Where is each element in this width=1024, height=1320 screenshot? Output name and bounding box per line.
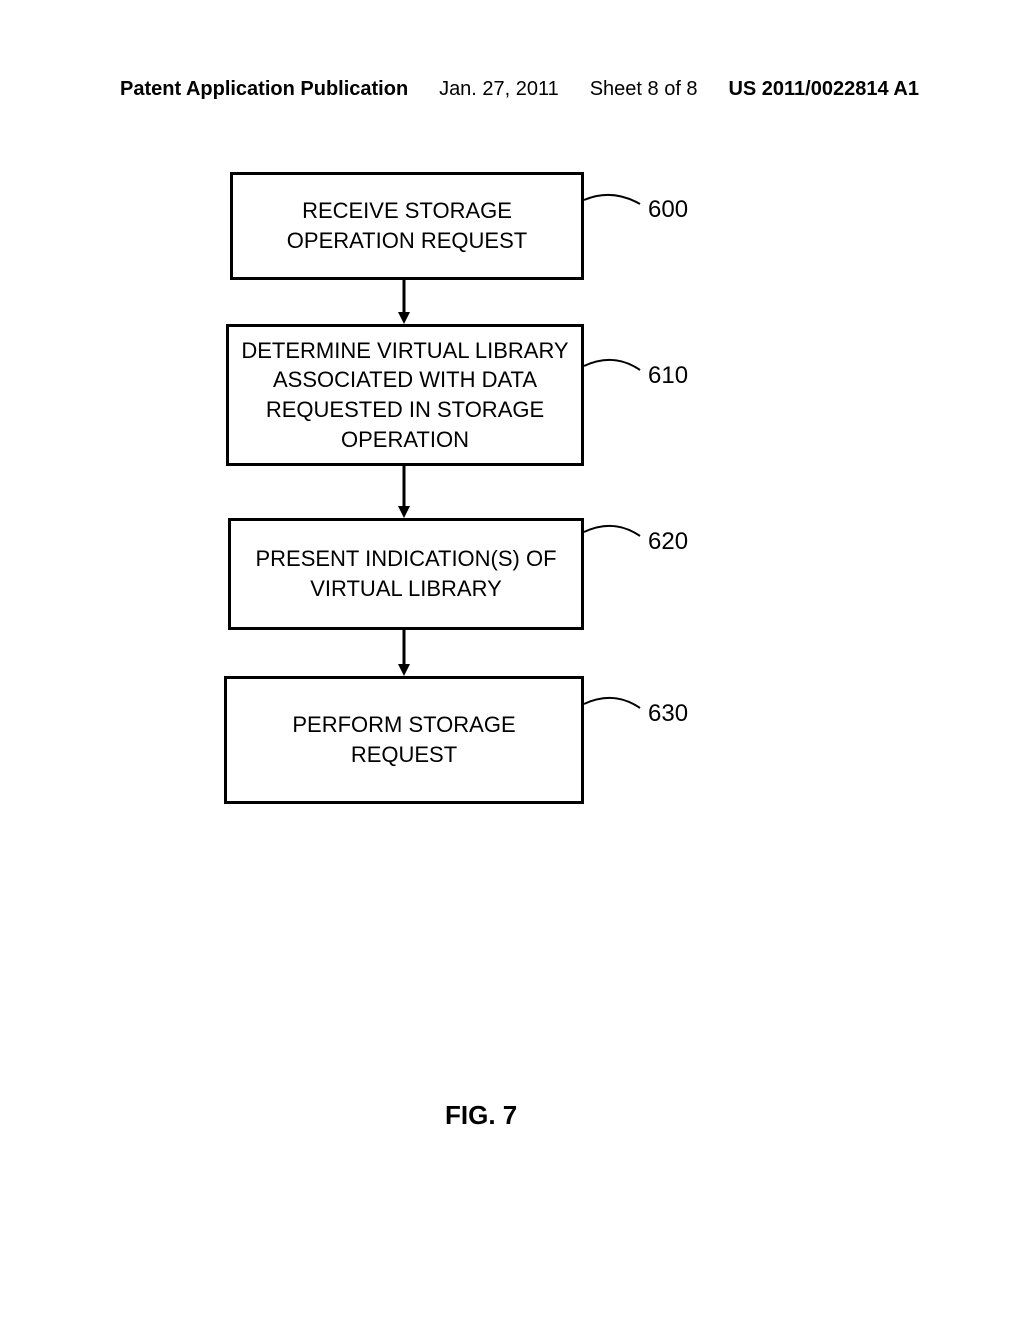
reference-numeral-620: 620 bbox=[648, 528, 688, 556]
flowchart-step-610: DETERMINE VIRTUAL LIBRARY ASSOCIATED WIT… bbox=[226, 324, 584, 466]
leader-line-620 bbox=[584, 526, 640, 536]
patent-page: Patent Application Publication Jan. 27, … bbox=[0, 0, 1024, 1320]
flowchart-step-text: DETERMINE VIRTUAL LIBRARY ASSOCIATED WIT… bbox=[241, 336, 569, 455]
flowchart-step-text: PERFORM STORAGE REQUEST bbox=[239, 710, 569, 769]
reference-numeral-630: 630 bbox=[648, 700, 688, 728]
figure-caption: FIG. 7 bbox=[445, 1100, 517, 1131]
flowchart-diagram: RECEIVE STORAGE OPERATION REQUEST 600 DETE… bbox=[0, 0, 1024, 1320]
leader-line-610 bbox=[584, 360, 640, 370]
leader-line-600 bbox=[584, 195, 640, 204]
reference-numeral-600: 600 bbox=[648, 196, 688, 224]
flowchart-step-620: PRESENT INDICATION(S) OF VIRTUAL LIBRARY bbox=[228, 518, 584, 630]
leader-line-630 bbox=[584, 698, 640, 708]
flowchart-step-600: RECEIVE STORAGE OPERATION REQUEST bbox=[230, 172, 584, 280]
flowchart-step-text: RECEIVE STORAGE OPERATION REQUEST bbox=[245, 196, 569, 255]
reference-numeral-610: 610 bbox=[648, 362, 688, 390]
flowchart-step-text: PRESENT INDICATION(S) OF VIRTUAL LIBRARY bbox=[243, 544, 569, 603]
flowchart-step-630: PERFORM STORAGE REQUEST bbox=[224, 676, 584, 804]
